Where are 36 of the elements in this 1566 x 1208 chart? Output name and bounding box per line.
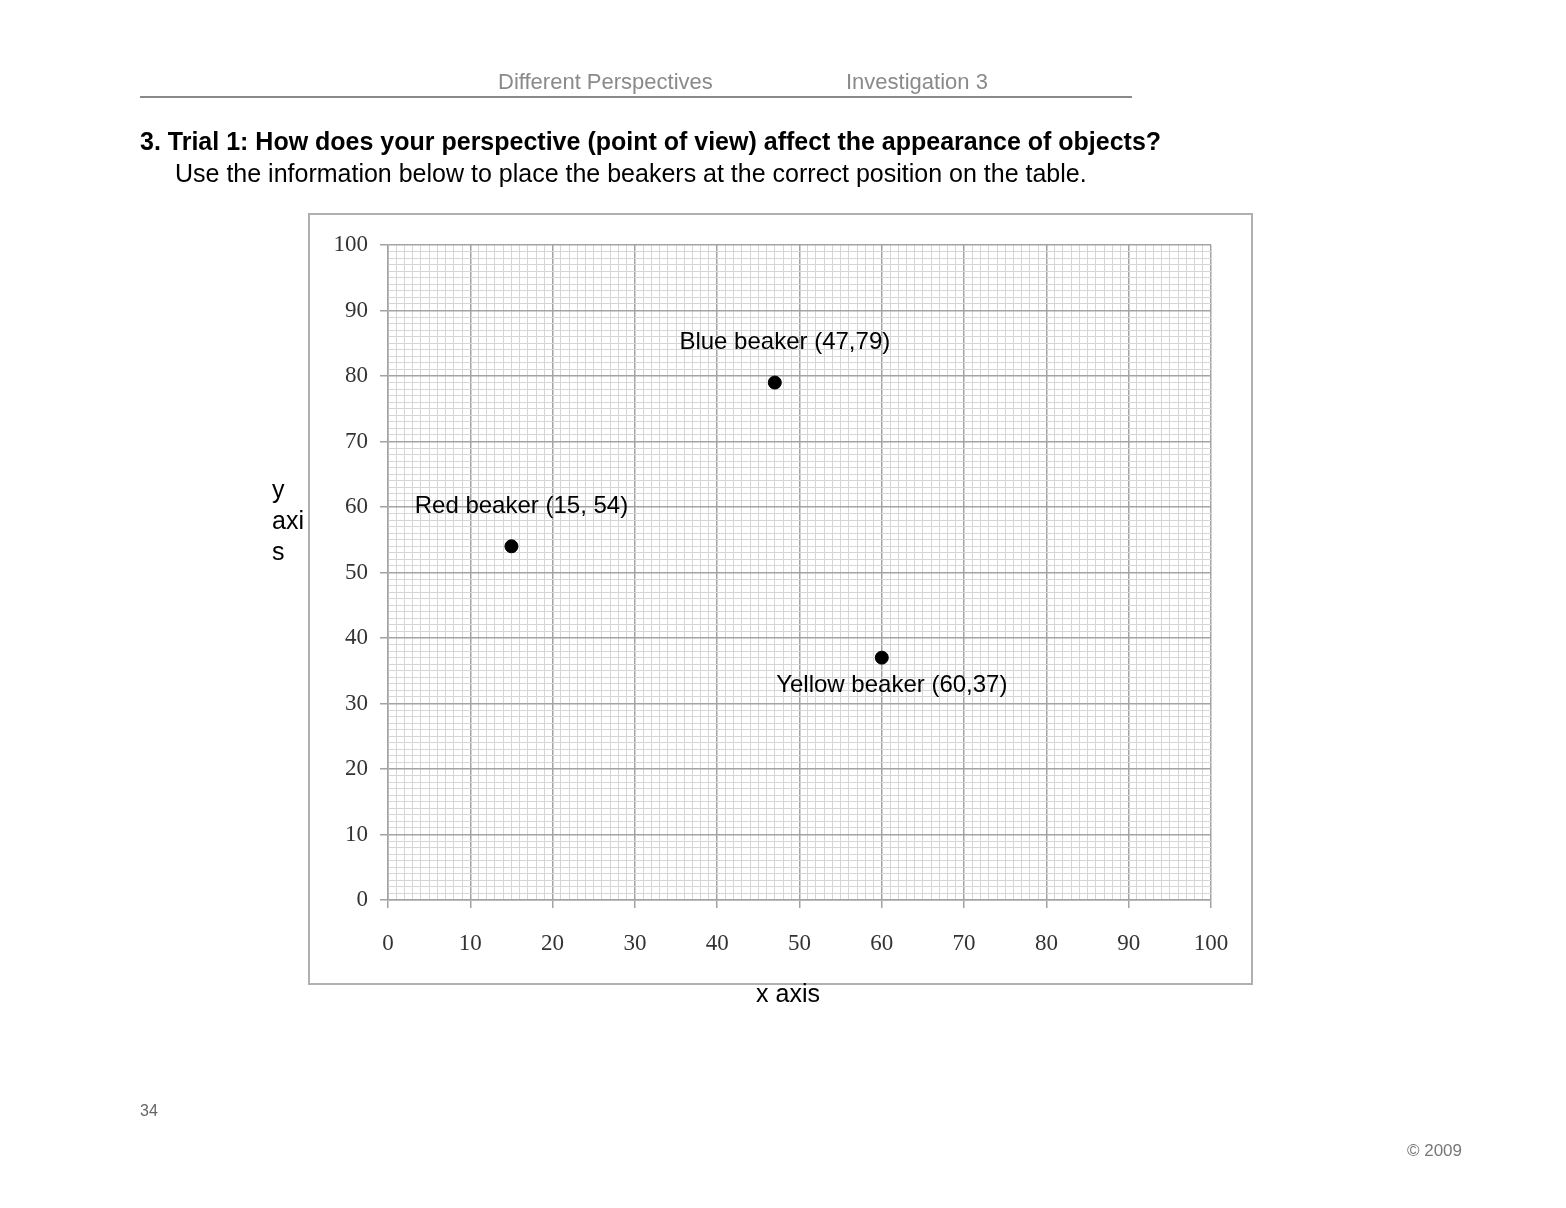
annotation: Blue beaker (47,79) <box>679 327 891 355</box>
text: Investigation 3 <box>846 69 988 95</box>
point <box>767 375 782 390</box>
y-tick-label: 60 <box>345 493 368 519</box>
x-tick-label: 10 <box>458 929 482 955</box>
x-tick-label: 70 <box>952 929 976 955</box>
x-tick-label: 80 <box>1034 929 1058 955</box>
annotation: Yellow beaker (60,37) <box>776 670 1008 698</box>
chart-subtitle: Use the information below to place the beakers at the correct position on the table. <box>175 158 1087 188</box>
y-tick-label: 80 <box>345 362 368 388</box>
text: Different Perspectives <box>498 69 713 95</box>
y-tick-label: 90 <box>345 296 368 322</box>
point <box>504 539 519 554</box>
y-tick-label: 0 <box>356 886 368 912</box>
x-tick-label: 100 <box>1193 929 1229 955</box>
y-axis-title: y axis <box>272 474 305 567</box>
x-tick-label: 60 <box>870 929 894 955</box>
x-tick-label: 50 <box>788 929 811 955</box>
y-tick-label: 20 <box>345 755 368 781</box>
y-tick-label: 50 <box>345 558 368 584</box>
annotation: Red beaker (15, 54) <box>414 490 629 518</box>
y-tick-label: 100 <box>333 231 368 257</box>
chart-title: 3. Trial 1: How does your perspective (point of view) affect the appearance of objects? <box>140 126 1162 156</box>
point <box>874 650 889 665</box>
y-tick-label: 70 <box>345 427 368 453</box>
y-tick-label: 10 <box>345 820 368 846</box>
y-tick-label: 30 <box>345 689 368 715</box>
x-tick-label: 30 <box>623 929 647 955</box>
x-tick-label: 40 <box>705 929 729 955</box>
x-axis-title: x axis <box>755 978 821 1008</box>
x-tick-label: 0 <box>382 929 394 955</box>
x-tick-label: 90 <box>1117 929 1141 955</box>
text: 34 <box>140 1101 158 1121</box>
text: © 2009 <box>1405 1141 1462 1161</box>
x-tick-label: 20 <box>541 929 565 955</box>
y-tick-label: 40 <box>345 624 368 650</box>
